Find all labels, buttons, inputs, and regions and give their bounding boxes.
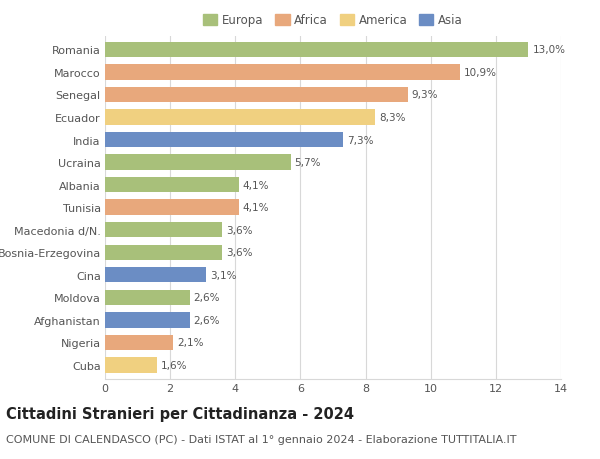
- Text: 2,6%: 2,6%: [194, 293, 220, 302]
- Text: 8,3%: 8,3%: [379, 113, 406, 123]
- Bar: [105, 245, 222, 260]
- Bar: [105, 155, 290, 170]
- Text: 3,6%: 3,6%: [226, 248, 253, 257]
- Legend: Europa, Africa, America, Asia: Europa, Africa, America, Asia: [203, 14, 463, 28]
- Text: 4,1%: 4,1%: [242, 203, 269, 213]
- Text: 3,1%: 3,1%: [210, 270, 236, 280]
- Bar: [105, 223, 222, 238]
- Text: 3,6%: 3,6%: [226, 225, 253, 235]
- Bar: [105, 133, 343, 148]
- Text: 2,6%: 2,6%: [194, 315, 220, 325]
- Bar: [105, 335, 173, 350]
- Text: 7,3%: 7,3%: [347, 135, 373, 145]
- Bar: [105, 200, 239, 215]
- Bar: [105, 313, 190, 328]
- Text: 9,3%: 9,3%: [412, 90, 439, 100]
- Bar: [105, 88, 408, 103]
- Bar: [105, 178, 239, 193]
- Bar: [105, 43, 529, 58]
- Bar: [105, 358, 157, 373]
- Bar: [105, 65, 460, 80]
- Text: 1,6%: 1,6%: [161, 360, 188, 370]
- Text: 5,7%: 5,7%: [295, 158, 321, 168]
- Text: COMUNE DI CALENDASCO (PC) - Dati ISTAT al 1° gennaio 2024 - Elaborazione TUTTITA: COMUNE DI CALENDASCO (PC) - Dati ISTAT a…: [6, 434, 517, 444]
- Text: 10,9%: 10,9%: [464, 68, 497, 78]
- Text: 4,1%: 4,1%: [242, 180, 269, 190]
- Text: Cittadini Stranieri per Cittadinanza - 2024: Cittadini Stranieri per Cittadinanza - 2…: [6, 406, 354, 421]
- Bar: [105, 290, 190, 305]
- Text: 2,1%: 2,1%: [178, 338, 204, 347]
- Text: 13,0%: 13,0%: [532, 45, 565, 55]
- Bar: [105, 268, 206, 283]
- Bar: [105, 110, 376, 125]
